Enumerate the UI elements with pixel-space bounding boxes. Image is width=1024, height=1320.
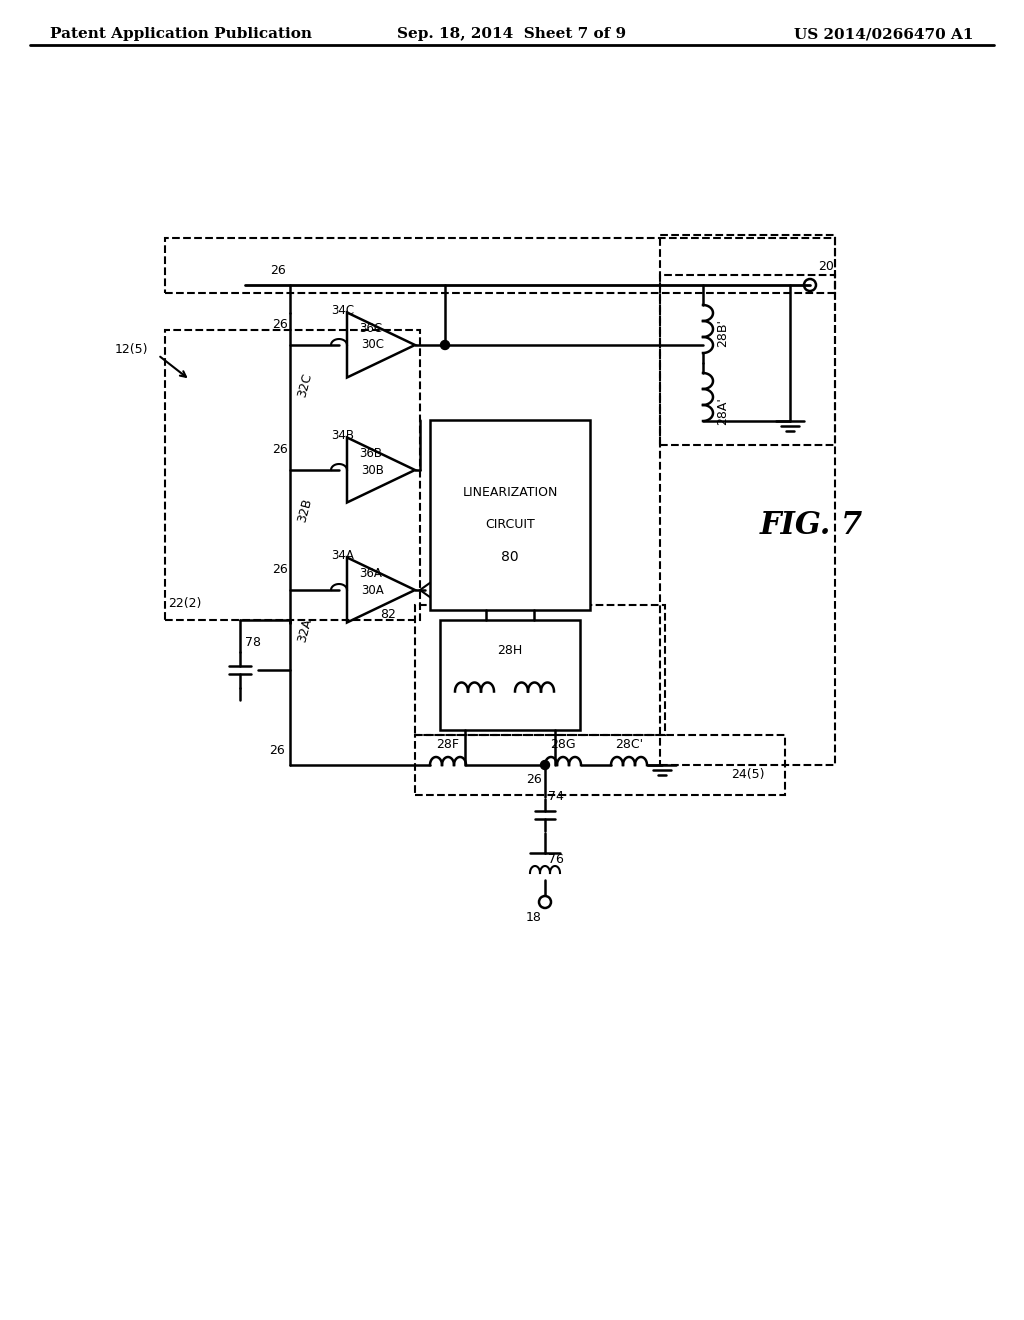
Text: 74: 74 (548, 789, 564, 803)
Text: 22(2): 22(2) (168, 597, 202, 610)
Bar (430, 420, 590, 610)
Text: 36C: 36C (359, 322, 382, 335)
Text: 32C: 32C (295, 371, 314, 399)
Text: 26: 26 (272, 318, 288, 331)
Text: 28C': 28C' (615, 738, 643, 751)
Bar (165, 330, 420, 620)
Text: 12(5): 12(5) (115, 343, 148, 356)
Text: 34A: 34A (332, 549, 354, 562)
Bar (660, 275, 835, 766)
Text: 30A: 30A (361, 583, 384, 597)
Text: 28B': 28B' (716, 319, 729, 347)
Text: 30C: 30C (361, 338, 384, 351)
Text: 82: 82 (380, 609, 396, 620)
Text: 34B: 34B (332, 429, 354, 442)
Text: 36B: 36B (359, 447, 382, 459)
Text: 80: 80 (501, 550, 519, 564)
Bar (440, 620, 580, 730)
Text: 30B: 30B (361, 463, 384, 477)
Text: FIG. 7: FIG. 7 (760, 510, 863, 540)
FancyArrow shape (420, 579, 456, 601)
Text: 28H: 28H (498, 644, 522, 657)
Text: 26: 26 (272, 564, 288, 576)
Text: US 2014/0266470 A1: US 2014/0266470 A1 (795, 26, 974, 41)
Text: CIRCUIT: CIRCUIT (485, 517, 535, 531)
Text: 26: 26 (270, 264, 286, 277)
Bar (165, 238, 835, 293)
Circle shape (539, 896, 551, 908)
Text: 26: 26 (526, 774, 542, 785)
Text: 28G: 28G (550, 738, 575, 751)
Text: Patent Application Publication: Patent Application Publication (50, 26, 312, 41)
Text: LINEARIZATION: LINEARIZATION (462, 486, 558, 499)
Circle shape (804, 279, 816, 290)
Text: 76: 76 (548, 853, 564, 866)
Text: 34C: 34C (332, 304, 354, 317)
Bar (415, 605, 665, 735)
Text: 78: 78 (245, 635, 261, 648)
Text: 32A: 32A (295, 616, 313, 643)
Text: 32B: 32B (295, 496, 314, 524)
Text: 26: 26 (272, 444, 288, 455)
Text: 26: 26 (269, 744, 285, 756)
Bar (660, 235, 835, 445)
Text: 28F: 28F (436, 738, 460, 751)
Circle shape (541, 760, 550, 770)
Text: Sep. 18, 2014  Sheet 7 of 9: Sep. 18, 2014 Sheet 7 of 9 (397, 26, 627, 41)
Text: 36A: 36A (359, 568, 382, 579)
Bar (415, 735, 785, 795)
Circle shape (440, 341, 450, 350)
Text: 24(5): 24(5) (731, 768, 764, 781)
Text: 28A': 28A' (716, 397, 729, 425)
Text: 18: 18 (526, 911, 542, 924)
Text: 20: 20 (818, 260, 834, 273)
